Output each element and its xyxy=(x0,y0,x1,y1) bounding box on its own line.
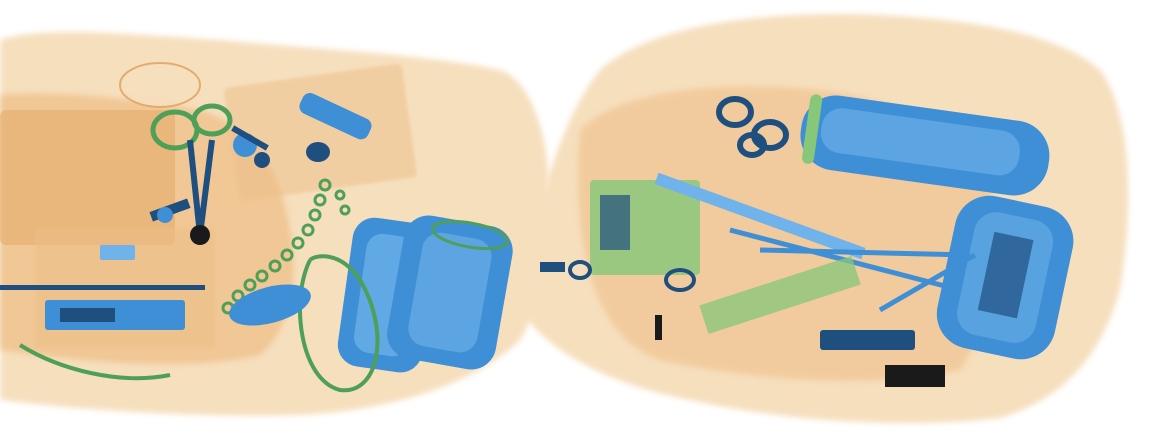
ruler-plate xyxy=(699,256,861,334)
blue-label-tag xyxy=(100,245,135,260)
keyring xyxy=(568,260,696,292)
blue-bottle-short xyxy=(387,215,513,370)
blue-device-small xyxy=(299,93,372,140)
battery-pack xyxy=(820,330,915,350)
tangled-keys xyxy=(149,125,270,223)
pin xyxy=(655,315,662,340)
left-bag xyxy=(0,32,549,416)
zipper xyxy=(654,172,866,260)
eyeglasses xyxy=(716,96,789,158)
clear-plastic-container xyxy=(119,62,201,108)
hinge-plate-core xyxy=(60,308,115,322)
right-bag xyxy=(515,14,1129,424)
blue-cylinder-horizontal xyxy=(800,94,1050,196)
green-strap xyxy=(18,343,171,381)
tablet-or-laptop xyxy=(0,110,175,245)
scissors xyxy=(150,103,233,245)
blue-pouch xyxy=(229,284,311,326)
circuit-board-chip xyxy=(600,195,630,250)
metal-rod xyxy=(0,285,205,290)
green-cable-loop xyxy=(298,254,380,393)
small-box xyxy=(223,63,417,202)
coil-spring xyxy=(306,142,330,162)
dense-block xyxy=(885,365,945,387)
chain-links xyxy=(221,178,351,315)
key-small xyxy=(540,262,565,272)
blue-cylinder-vertical xyxy=(936,195,1074,360)
